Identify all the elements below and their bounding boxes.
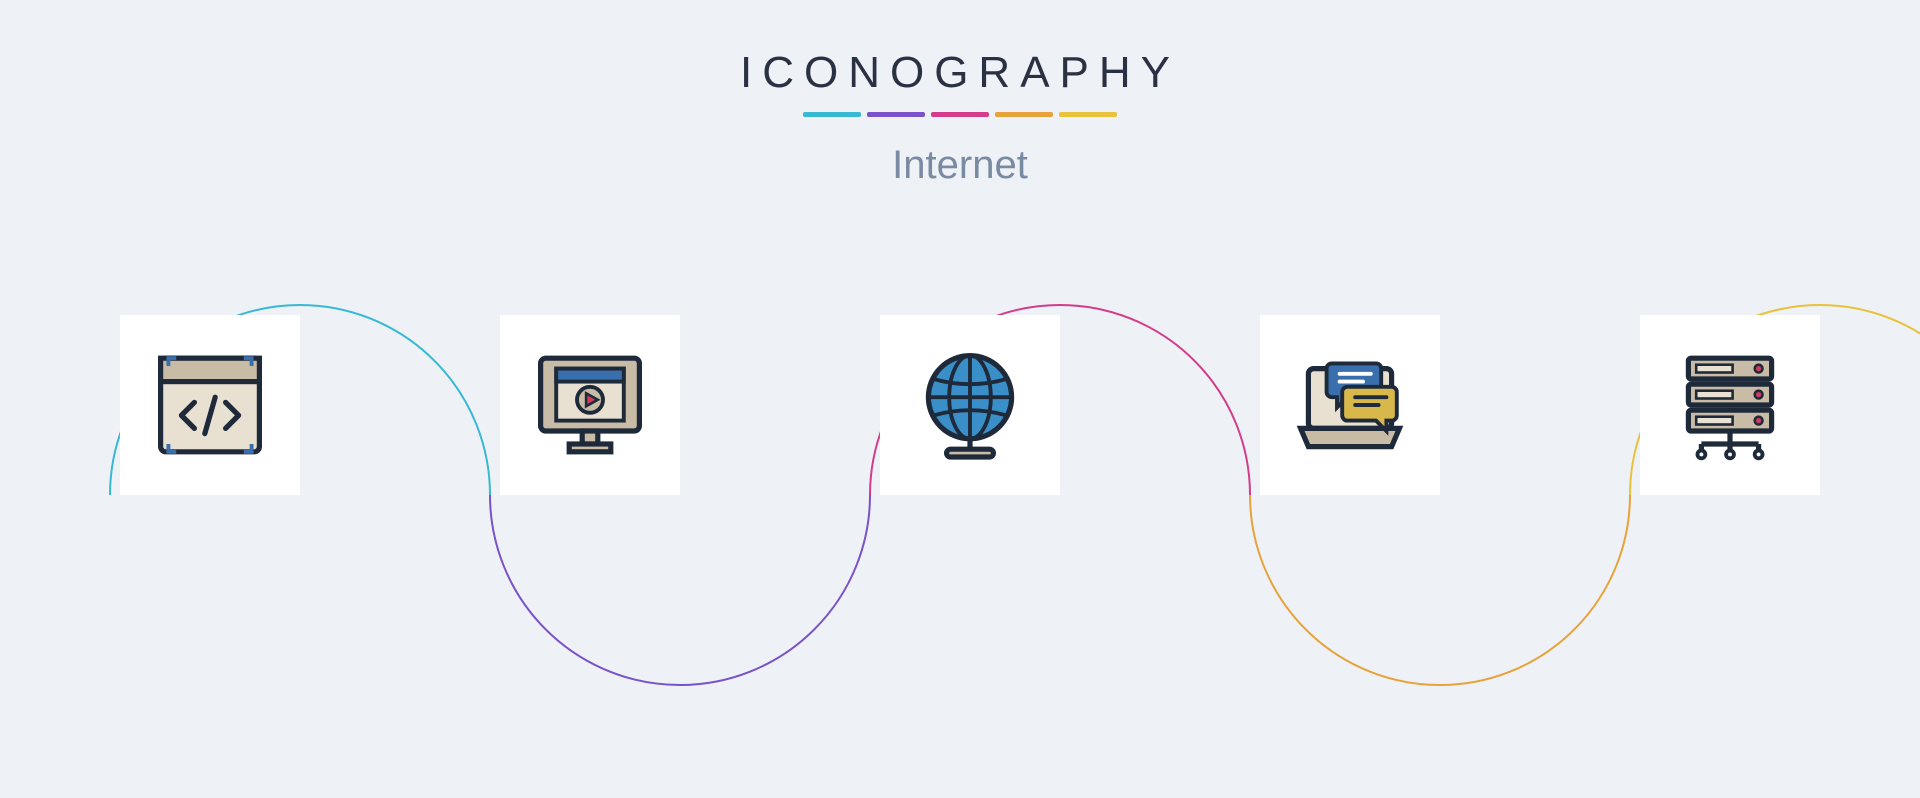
header: ICONOGRAPHY Internet [0, 0, 1920, 188]
icon-tile [1640, 315, 1820, 495]
underline-seg [867, 112, 925, 117]
title-underline [0, 112, 1920, 117]
page-subtitle: Internet [0, 143, 1920, 188]
icon-tile [500, 315, 680, 495]
underline-seg [931, 112, 989, 117]
code-window-icon [145, 340, 275, 470]
icon-tile [1260, 315, 1440, 495]
icon-tile [120, 315, 300, 495]
page-title: ICONOGRAPHY [0, 48, 1920, 98]
video-monitor-icon [525, 340, 655, 470]
underline-seg [1059, 112, 1117, 117]
underline-seg [803, 112, 861, 117]
server-icon [1665, 340, 1795, 470]
underline-seg [995, 112, 1053, 117]
icon-tile [880, 315, 1060, 495]
laptop-chat-icon [1285, 340, 1415, 470]
globe-icon [905, 340, 1035, 470]
